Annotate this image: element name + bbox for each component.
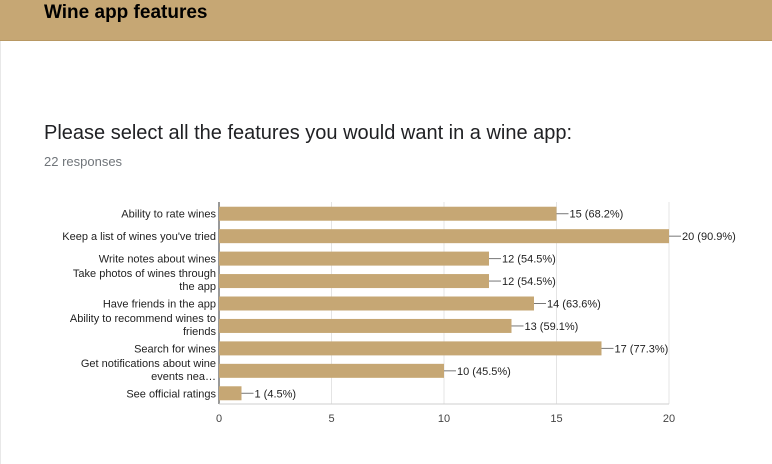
category-label: Take photos of wines through	[73, 268, 216, 280]
form-title: Wine app features	[44, 2, 208, 23]
value-label: 13 (59.1%)	[525, 321, 579, 333]
value-label: 17 (77.3%)	[615, 343, 669, 355]
bar	[219, 206, 557, 221]
bar	[219, 386, 242, 401]
bar	[219, 341, 602, 356]
value-label: 20 (90.9%)	[682, 231, 736, 243]
value-label: 10 (45.5%)	[457, 366, 511, 378]
bar	[219, 318, 512, 333]
bar	[219, 363, 444, 378]
x-tick-label: 15	[550, 413, 562, 425]
response-count: 22 responses	[44, 154, 123, 169]
bar	[219, 274, 489, 289]
category-label: Ability to recommend wines to	[70, 313, 216, 325]
value-label: 12 (54.5%)	[502, 276, 556, 288]
category-label: Keep a list of wines you've tried	[62, 231, 216, 243]
x-tick-label: 5	[328, 413, 334, 425]
question-card	[0, 41, 772, 464]
category-label: friends	[183, 326, 217, 338]
x-tick-label: 0	[216, 413, 222, 425]
bar	[219, 251, 489, 266]
category-label: the app	[179, 281, 216, 293]
category-label: Ability to rate wines	[121, 209, 216, 221]
category-label: Write notes about wines	[99, 254, 217, 266]
category-label: Have friends in the app	[103, 299, 216, 311]
bar	[219, 229, 669, 244]
category-label: Get notifications about wine	[81, 358, 216, 370]
category-label: See official ratings	[126, 388, 216, 400]
category-label: Search for wines	[134, 343, 216, 355]
question-title: Please select all the features you would…	[44, 122, 573, 144]
bar	[219, 296, 534, 311]
category-label: events nea…	[151, 371, 216, 383]
value-label: 15 (68.2%)	[570, 209, 624, 221]
value-label: 12 (54.5%)	[502, 254, 556, 266]
value-label: 1 (4.5%)	[255, 388, 297, 400]
form-header: Wine app features	[0, 0, 772, 41]
x-tick-label: 20	[663, 413, 675, 425]
x-tick-label: 10	[438, 413, 450, 425]
value-label: 14 (63.6%)	[547, 299, 601, 311]
